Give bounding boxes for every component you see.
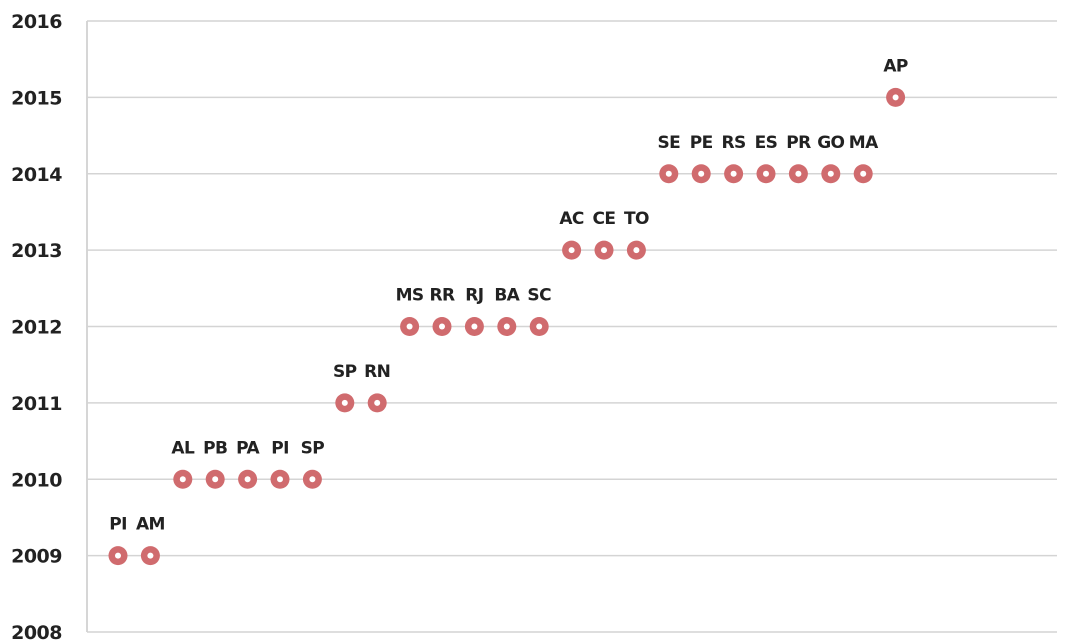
- data-point: BA: [494, 286, 521, 336]
- point-marker-center: [277, 476, 283, 483]
- y-tick-label: 2013: [11, 240, 62, 262]
- point-label: AL: [171, 438, 195, 458]
- point-marker-center: [439, 323, 445, 330]
- data-point: PA: [236, 438, 261, 489]
- point-label: SE: [657, 133, 680, 153]
- y-tick-label: 2016: [11, 11, 62, 33]
- point-label: SP: [333, 362, 357, 382]
- point-label: PA: [236, 438, 260, 458]
- y-tick-label: 2008: [11, 622, 62, 644]
- point-marker-center: [536, 323, 543, 330]
- data-point: PE: [690, 133, 713, 184]
- point-label: MA: [849, 133, 879, 153]
- point-label: PB: [203, 438, 227, 458]
- point-label: RS: [722, 133, 746, 153]
- point-marker-center: [633, 247, 640, 254]
- point-marker-center: [374, 399, 381, 406]
- data-point: RJ: [464, 286, 484, 336]
- data-point: PI: [108, 515, 128, 566]
- point-label: MS: [396, 286, 424, 306]
- point-label: CE: [593, 209, 616, 229]
- point-marker-center: [698, 170, 705, 177]
- point-marker-center: [179, 476, 186, 483]
- point-label: SP: [301, 438, 325, 458]
- point-marker-center: [892, 94, 899, 101]
- point-label: PI: [271, 438, 289, 458]
- data-point: GO: [817, 133, 845, 184]
- y-tick-label: 2009: [11, 546, 62, 568]
- point-label: PE: [690, 133, 713, 153]
- y-tick-label: 2012: [11, 317, 62, 339]
- point-label: ES: [755, 133, 778, 153]
- y-tick-label: 2011: [11, 393, 62, 415]
- data-point: SP: [301, 438, 325, 489]
- y-tick-label: 2015: [11, 87, 62, 109]
- data-points: PI AM AL PB PA PI SP SP RN MS RR RJ BA SC AC CE TO SE PE RS…: [108, 56, 909, 566]
- point-marker-center: [763, 170, 769, 177]
- data-point: ES: [755, 133, 778, 184]
- point-label: RN: [364, 362, 390, 382]
- data-point: MS: [396, 286, 424, 336]
- point-marker-center: [665, 170, 672, 177]
- data-point: RS: [722, 133, 746, 184]
- point-marker-center: [471, 323, 478, 330]
- gridlines: [86, 20, 1057, 633]
- point-marker-center: [601, 247, 607, 254]
- point-marker-center: [244, 476, 251, 483]
- data-point: AM: [136, 515, 165, 566]
- point-marker-center: [795, 170, 802, 177]
- point-marker-center: [147, 552, 154, 559]
- data-point: AC: [559, 209, 585, 260]
- point-label: GO: [817, 133, 844, 153]
- point-label: SC: [527, 286, 551, 306]
- data-point: AP: [883, 56, 909, 107]
- point-marker-center: [212, 476, 219, 483]
- data-point: MA: [849, 133, 880, 184]
- point-marker-center: [827, 170, 834, 177]
- point-label: PI: [109, 515, 127, 535]
- data-point: SE: [657, 133, 681, 184]
- point-marker-center: [115, 552, 121, 559]
- point-marker-center: [568, 247, 575, 254]
- point-label: PR: [786, 133, 811, 153]
- point-marker-center: [406, 323, 413, 330]
- point-label: RR: [430, 286, 455, 306]
- point-marker-center: [730, 170, 737, 177]
- point-marker-center: [503, 323, 510, 330]
- data-point: PR: [786, 133, 812, 184]
- point-label: AP: [883, 56, 908, 76]
- data-point: PI: [270, 438, 290, 489]
- y-tick-label: 2010: [11, 469, 62, 491]
- data-point: SP: [333, 362, 357, 413]
- data-point: AL: [171, 438, 196, 489]
- point-marker-center: [860, 170, 867, 177]
- data-point: RN: [364, 362, 391, 413]
- data-point: TO: [624, 209, 650, 260]
- y-axis-tick-labels: 2008 2009 2010 2011 2012 2013 2014 2015 2016: [11, 11, 63, 644]
- point-label: AM: [136, 515, 165, 535]
- y-tick-label: 2014: [11, 164, 62, 186]
- point-label: AC: [559, 209, 584, 229]
- data-point: SC: [527, 286, 552, 336]
- data-point: CE: [593, 209, 616, 260]
- point-label: BA: [494, 286, 520, 306]
- point-label: RJ: [465, 286, 483, 306]
- data-point: RR: [430, 286, 456, 336]
- data-point: PB: [203, 438, 228, 489]
- point-marker-center: [341, 399, 348, 406]
- point-label: TO: [624, 209, 649, 229]
- point-marker-center: [309, 476, 316, 483]
